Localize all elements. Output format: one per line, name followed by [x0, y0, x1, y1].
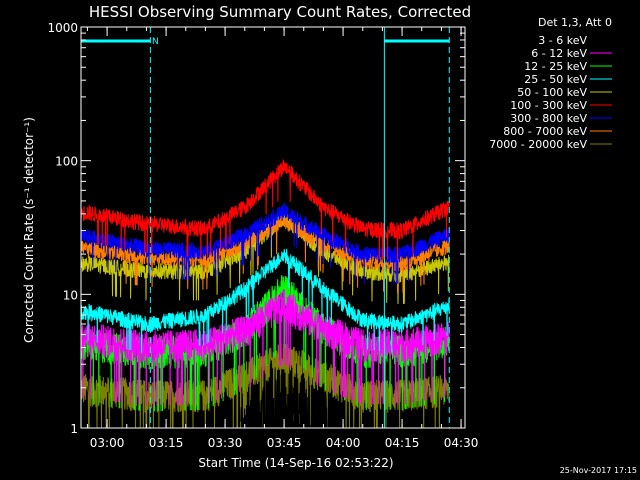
x-tick-label: 03:45: [267, 436, 302, 450]
legend-entry: 800 - 7000 keV: [503, 125, 612, 138]
legend-label: 3 - 6 keV: [538, 34, 587, 47]
series-line: [80, 342, 450, 429]
plot-frame: [80, 26, 466, 429]
y-axis-label: Corrected Count Rate (s⁻¹ detector⁻¹): [22, 117, 36, 343]
legend-label: 100 - 300 keV: [510, 99, 587, 112]
legend-label: 300 - 800 keV: [510, 112, 587, 125]
x-axis-label: Start Time (14-Sep-16 02:53:22): [198, 456, 393, 470]
series-line: [240, 373, 328, 429]
series-line: [80, 289, 450, 406]
legend-entry: 12 - 25 keV: [524, 60, 612, 73]
series-line: [80, 248, 450, 353]
legend-title: Det 1,3, Att 0: [538, 16, 612, 29]
y-tick-label: 1000: [47, 21, 78, 35]
legend-label: 25 - 50 keV: [524, 73, 587, 86]
legend-entry: 50 - 100 keV: [517, 86, 612, 99]
x-tick-label: 03:00: [90, 436, 125, 450]
legend-entry: 25 - 50 keV: [524, 73, 612, 86]
chart-title: HESSI Observing Summary Count Rates, Cor…: [89, 3, 471, 21]
legend-label: 7000 - 20000 keV: [489, 138, 587, 151]
series-100-300-kev: [80, 158, 450, 261]
series-line: [80, 158, 450, 261]
x-tick-label: 03:30: [208, 436, 243, 450]
x-tick-label: 03:15: [149, 436, 184, 450]
legend-entry: 300 - 800 keV: [510, 112, 612, 125]
legend-label: 12 - 25 keV: [524, 60, 587, 73]
night-annotation: N: [152, 37, 159, 47]
x-tick-label: 04:15: [385, 436, 420, 450]
series-7000-20000-kev: [80, 342, 450, 429]
legend-label: 6 - 12 keV: [531, 47, 587, 60]
legend-label: 50 - 100 keV: [517, 86, 587, 99]
series-6-12-kev: [80, 289, 450, 406]
y-tick-label: 10: [63, 288, 78, 302]
timestamp: 25-Nov-2017 17:15: [560, 466, 637, 475]
legend-entry: 100 - 300 keV: [510, 99, 612, 112]
legend-entry: 3 - 6 keV: [538, 34, 612, 47]
legend-entry: 6 - 12 keV: [531, 47, 612, 60]
x-tick-label: 04:30: [444, 436, 479, 450]
y-tick-label: 1: [70, 422, 78, 436]
legend-entry: 7000 - 20000 keV: [489, 138, 612, 151]
series-25-50-kev: [80, 248, 450, 353]
night-interval-2: [383, 27, 450, 428]
axis-layer: 03:00 03:15 03:30 03:45 04:00 04:15 04:30 1 10 10…: [47, 21, 478, 450]
x-tick-label: 04:00: [326, 436, 361, 450]
series-layer: [80, 158, 450, 429]
series-3-6-kev: [240, 373, 328, 429]
y-tick-label: 100: [55, 155, 78, 169]
legend-label: 800 - 7000 keV: [503, 125, 587, 138]
